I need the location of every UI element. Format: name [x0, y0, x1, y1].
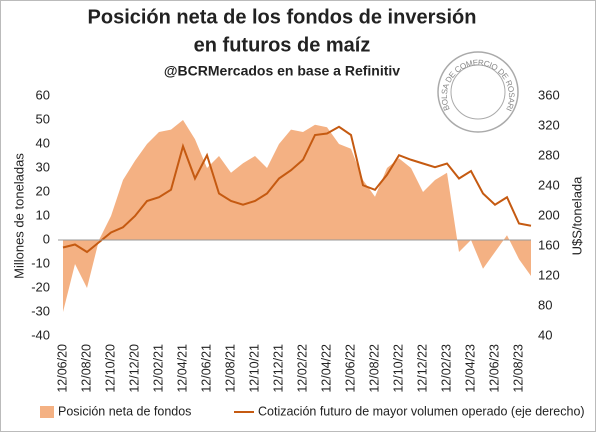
legend-swatch: [40, 406, 54, 418]
x-tick-label: 12/12/20: [127, 344, 141, 393]
x-tick-label: 12/06/23: [487, 344, 501, 393]
y-tick-label: 50: [36, 111, 50, 126]
y2-tick-label: 200: [538, 207, 560, 222]
y2-tick-label: 120: [538, 267, 560, 282]
y-tick-label: 30: [36, 159, 50, 174]
y2-axis-label: U$S/tonelada: [569, 176, 584, 256]
line: [62, 125, 532, 254]
logo-ring: [450, 64, 506, 120]
x-tick-label: 12/10/21: [247, 344, 261, 393]
y-tick-label: -30: [31, 303, 50, 318]
y2-tick-label: 160: [538, 237, 560, 252]
x-tick-label: 12/04/21: [175, 344, 189, 393]
y2-tick-label: 360: [538, 87, 560, 102]
chart-title: Posición neta de los fondos de inversión: [88, 6, 477, 28]
y-tick-label: -10: [31, 255, 50, 270]
x-tick-label: 12/04/23: [463, 344, 477, 393]
area: [63, 120, 531, 312]
x-tick-label: 12/12/21: [271, 344, 285, 393]
legend-label: Posición neta de fondos: [58, 404, 191, 418]
y-tick-label: -40: [31, 327, 50, 342]
x-tick-label: 12/06/21: [199, 344, 213, 393]
x-tick-label: 12/02/23: [439, 344, 453, 393]
y-tick-label: 10: [36, 207, 50, 222]
y-tick-label: 60: [36, 87, 50, 102]
y2-tick-label: 80: [538, 297, 552, 312]
y-tick-label: 40: [36, 135, 50, 150]
y-tick-label: 20: [36, 183, 50, 198]
x-tick-label: 12/08/22: [367, 344, 381, 393]
x-tick-label: 12/08/20: [79, 344, 93, 393]
x-tick-label: 12/06/20: [55, 344, 69, 393]
x-tick-label: 12/10/20: [103, 344, 117, 393]
y-tick-label: -20: [31, 279, 50, 294]
y2-tick-label: 320: [538, 117, 560, 132]
x-tick-label: 12/08/21: [223, 344, 237, 393]
x-tick-label: 12/10/22: [391, 344, 405, 393]
y-axis-label: Millones de toneladas: [11, 153, 26, 279]
legend-label: Cotización futuro de mayor volumen opera…: [258, 404, 585, 418]
chart-title: en futuros de maíz: [194, 34, 371, 56]
y2-tick-label: 40: [538, 327, 552, 342]
x-tick-label: 12/06/22: [343, 344, 357, 393]
y-tick-label: 0: [43, 231, 50, 246]
chart-subtitle: @BCRMercados en base a Refinitiv: [164, 63, 400, 79]
x-tick-label: 12/04/22: [319, 344, 333, 393]
logo-ring: [437, 51, 519, 133]
x-tick-label: 12/12/22: [415, 344, 429, 393]
x-tick-label: 12/02/22: [295, 344, 309, 393]
x-tick-label: 12/08/23: [511, 344, 525, 393]
y2-tick-label: 240: [538, 177, 560, 192]
y2-tick-label: 280: [538, 147, 560, 162]
x-tick-label: 12/02/21: [151, 344, 165, 393]
